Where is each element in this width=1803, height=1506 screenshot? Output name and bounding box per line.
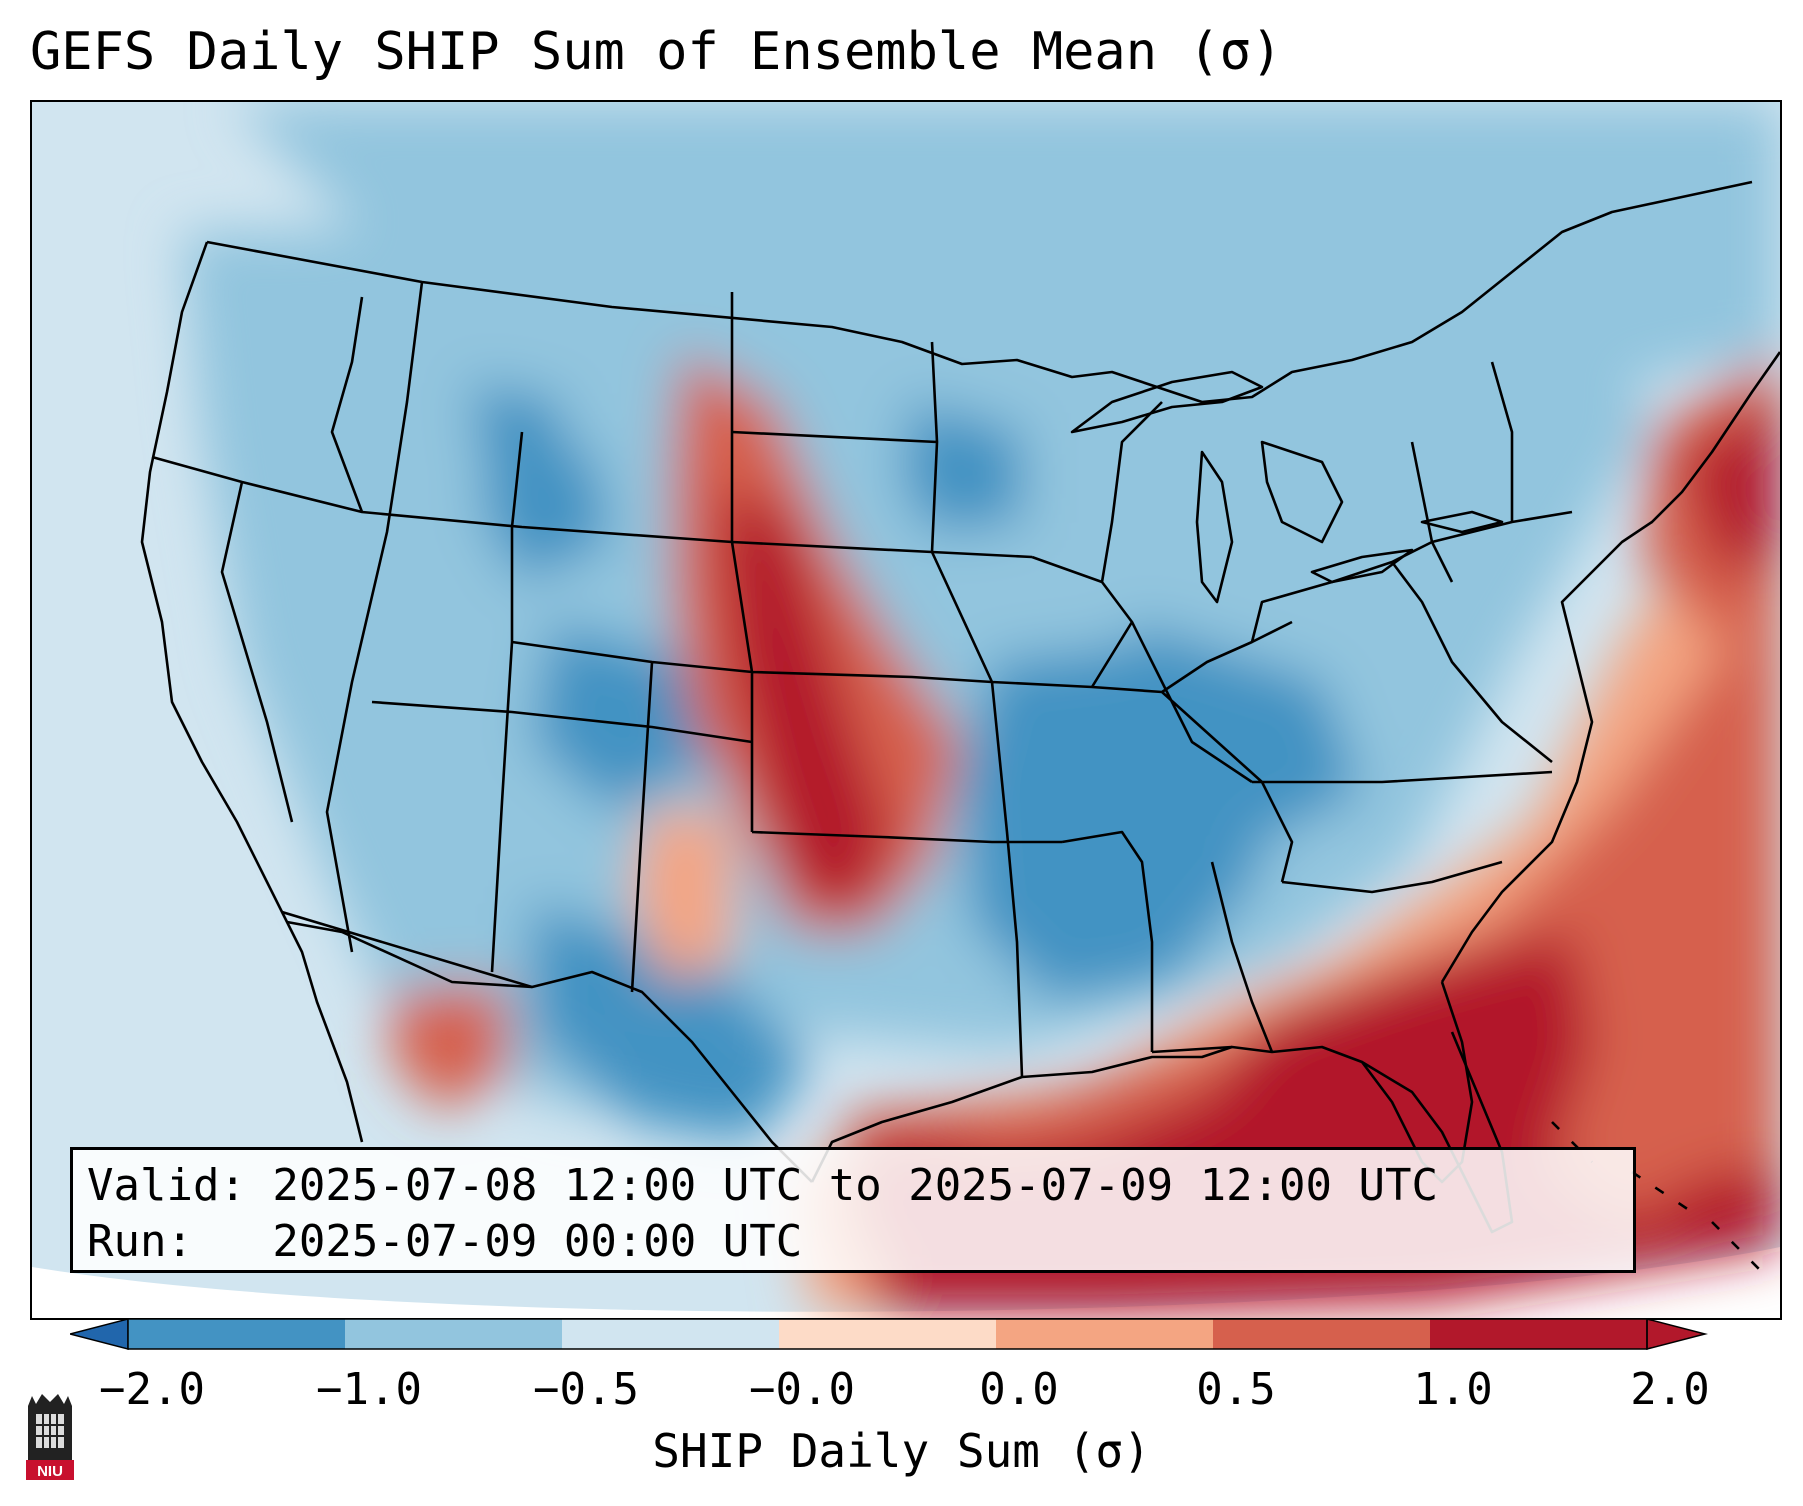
colorbar-tick-label: 1.0 <box>1413 1364 1493 1415</box>
colorbar-tick-label: 0.0 <box>979 1364 1059 1415</box>
west-coast <box>140 241 364 1143</box>
map-svg <box>32 102 1780 1318</box>
colorbar-tick-label: −1.0 <box>316 1364 422 1415</box>
valid-time-text: Valid: 2025-07-08 12:00 UTC to 2025-07-0… <box>87 1160 1439 1211</box>
anomaly-region-new-mexico <box>632 802 732 982</box>
state-lines-west <box>151 281 1062 993</box>
anomaly-region-gulf-of-maine <box>1682 392 1780 572</box>
anomaly-field <box>182 102 1780 1312</box>
map-panel: Valid: 2025-07-08 12:00 UTC to 2025-07-0… <box>30 100 1782 1320</box>
logo-text: NIU <box>37 1463 63 1480</box>
bahamas <box>1551 1121 1763 1273</box>
anomaly-region-sonora <box>392 982 512 1112</box>
niu-tower-icon: NIU <box>26 1394 74 1480</box>
colorbar-segment <box>1213 1319 1430 1349</box>
colorbar-outline <box>127 1318 1648 1350</box>
colorbar-extend-high <box>1646 1318 1708 1350</box>
colorbar-tick-label: 0.5 <box>1196 1364 1276 1415</box>
anomaly-region-northern-rockies <box>472 382 562 462</box>
colorbar-segment <box>996 1319 1213 1349</box>
mexico-us-border <box>286 920 813 1183</box>
colorbar-segment <box>562 1319 779 1349</box>
colorbar-segment <box>1430 1319 1647 1349</box>
colorbar-segment <box>128 1319 345 1349</box>
east-coast <box>1440 351 1780 983</box>
niu-logo: NIU <box>22 1390 78 1482</box>
colorbar-tick-label: −0.5 <box>533 1364 639 1415</box>
colorbar-tick-label: −2.0 <box>99 1364 205 1415</box>
lake-erie <box>1310 548 1414 584</box>
anomaly-region-rockies <box>532 622 712 812</box>
colorbar-tick-label: 2.0 <box>1630 1364 1710 1415</box>
chart-title: GEFS Daily SHIP Sum of Ensemble Mean (σ) <box>30 22 1283 82</box>
colorbar-tick-label: −0.0 <box>749 1364 855 1415</box>
colorbar-extend-low <box>70 1318 129 1350</box>
lake-superior <box>1070 370 1264 434</box>
anomaly-region-plains-core <box>722 482 892 922</box>
anomaly-region-ohio-valley <box>1132 622 1362 842</box>
anomaly-region-upper-midwest <box>902 402 1022 532</box>
lake-ontario <box>1420 510 1504 534</box>
lake-michigan <box>1195 450 1234 604</box>
anomaly-region-wyoming <box>482 432 612 582</box>
run-time-text: Run: 2025-07-09 00:00 UTC <box>87 1216 803 1267</box>
colorbar-segment <box>345 1319 562 1349</box>
lake-huron <box>1260 440 1344 544</box>
validity-info-box: Valid: 2025-07-08 12:00 UTC to 2025-07-0… <box>70 1147 1636 1273</box>
colorbar-label: SHIP Daily Sum (σ) <box>652 1424 1151 1478</box>
colorbar <box>70 1318 1708 1350</box>
state-lines-central <box>731 341 1573 1078</box>
colorbar-segments <box>70 1318 1708 1350</box>
colorbar-segment <box>779 1319 996 1349</box>
anomaly-region-canada-below-normal <box>232 102 1780 392</box>
